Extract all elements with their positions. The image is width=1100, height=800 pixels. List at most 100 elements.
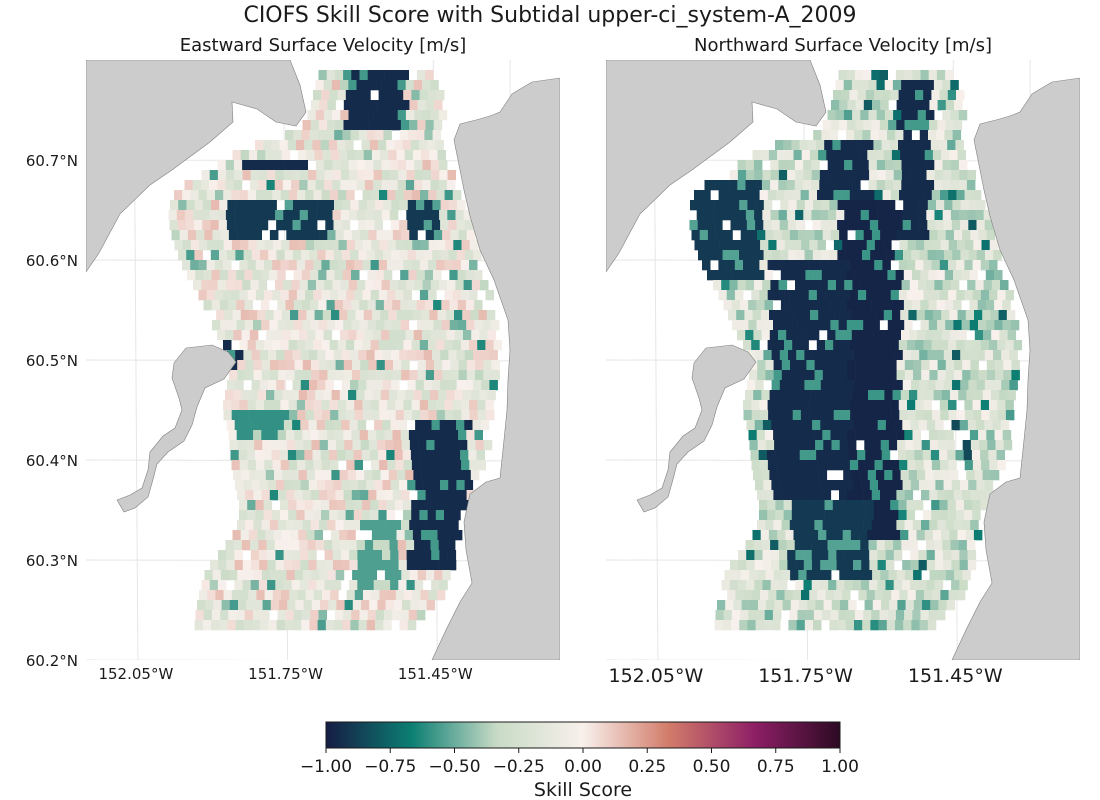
heatmap-cell bbox=[296, 340, 306, 351]
heatmap-cell bbox=[879, 300, 888, 311]
heatmap-cell bbox=[920, 610, 929, 621]
heatmap-cell bbox=[920, 320, 930, 331]
heatmap-cell bbox=[902, 420, 911, 431]
heatmap-cell bbox=[226, 220, 236, 231]
heatmap-cell bbox=[739, 200, 748, 211]
heatmap-cell bbox=[244, 320, 254, 331]
heatmap-cell bbox=[275, 420, 285, 431]
heatmap-cell bbox=[469, 260, 478, 271]
heatmap-cell bbox=[718, 290, 727, 301]
heatmap-cell bbox=[251, 560, 260, 571]
heatmap-cell bbox=[941, 470, 951, 481]
heatmap-cell bbox=[740, 230, 750, 241]
heatmap-cell bbox=[444, 510, 453, 521]
heatmap-cell bbox=[972, 340, 982, 351]
heatmap-cell bbox=[407, 220, 416, 231]
heatmap-cell bbox=[239, 510, 248, 521]
heatmap-cell bbox=[316, 170, 325, 181]
heatmap-cell bbox=[813, 200, 822, 211]
heatmap-cell bbox=[238, 600, 247, 611]
heatmap-cell bbox=[381, 110, 390, 121]
heatmap-cell bbox=[918, 580, 927, 591]
heatmap-cell bbox=[995, 440, 1004, 451]
heatmap-cell bbox=[392, 610, 401, 621]
heatmap-cell bbox=[905, 440, 914, 451]
heatmap-cell bbox=[223, 290, 232, 301]
heatmap-cell bbox=[898, 260, 908, 271]
heatmap-cell bbox=[833, 590, 843, 601]
heatmap-cell bbox=[972, 510, 981, 521]
heatmap-cell bbox=[799, 450, 809, 461]
heatmap-cell bbox=[369, 450, 379, 461]
heatmap-cell bbox=[305, 260, 314, 271]
heatmap-cell bbox=[390, 550, 399, 561]
heatmap-cell bbox=[978, 230, 987, 241]
heatmap-cell bbox=[775, 290, 785, 301]
heatmap-cell bbox=[477, 340, 486, 351]
heatmap-cell bbox=[258, 180, 267, 191]
heatmap-cell bbox=[323, 390, 332, 401]
heatmap-cell bbox=[950, 160, 960, 171]
heatmap-cell bbox=[842, 590, 851, 601]
heatmap-cell bbox=[294, 490, 303, 501]
heatmap-cell bbox=[383, 200, 392, 211]
heatmap-cell bbox=[915, 460, 924, 471]
heatmap-cell bbox=[874, 410, 884, 421]
heatmap-cell bbox=[449, 300, 458, 311]
heatmap-cell bbox=[225, 210, 235, 221]
heatmap-cell bbox=[871, 320, 880, 331]
heatmap-cell bbox=[943, 350, 953, 361]
heatmap-cell bbox=[964, 400, 973, 411]
heatmap-cell bbox=[310, 300, 319, 311]
heatmap-cell bbox=[240, 590, 249, 601]
heatmap-cell bbox=[268, 200, 277, 211]
heatmap-cell bbox=[491, 360, 500, 371]
heatmap-cell bbox=[954, 370, 963, 381]
heatmap-cell bbox=[869, 480, 879, 491]
heatmap-cell bbox=[803, 160, 812, 171]
heatmap-cell bbox=[340, 280, 350, 291]
heatmap-cell bbox=[370, 400, 380, 411]
heatmap-cell bbox=[341, 350, 351, 361]
heatmap-cell bbox=[211, 620, 220, 631]
heatmap-cell bbox=[182, 260, 191, 271]
heatmap-cell bbox=[810, 330, 820, 341]
heatmap-cell bbox=[1001, 380, 1010, 391]
heatmap-cell bbox=[239, 290, 248, 301]
heatmap-cell bbox=[838, 300, 847, 311]
heatmap-cell bbox=[376, 100, 386, 111]
heatmap-cell bbox=[239, 500, 248, 511]
heatmap-cell bbox=[389, 180, 398, 191]
heatmap-cell bbox=[384, 120, 393, 131]
heatmap-cell bbox=[940, 190, 949, 201]
heatmap-cell bbox=[315, 540, 325, 551]
heatmap-cell bbox=[335, 120, 344, 131]
heatmap-cell bbox=[341, 380, 351, 391]
heatmap-cell bbox=[760, 590, 769, 601]
heatmap-cell bbox=[904, 430, 913, 441]
heatmap-cell bbox=[429, 310, 438, 321]
heatmap-cell bbox=[869, 420, 878, 431]
heatmap-cell bbox=[395, 90, 404, 101]
heatmap-cell bbox=[811, 160, 820, 171]
heatmap-cell bbox=[878, 200, 888, 211]
heatmap-cell bbox=[375, 300, 385, 311]
heatmap-cell bbox=[763, 220, 772, 231]
heatmap-cell bbox=[756, 430, 766, 441]
colorbar-label: Skill Score bbox=[534, 779, 632, 800]
heatmap-cell bbox=[831, 440, 840, 451]
heatmap-cell bbox=[294, 370, 304, 381]
heatmap-cell bbox=[381, 210, 391, 221]
heatmap-cell bbox=[379, 590, 388, 601]
heatmap-cell bbox=[372, 310, 381, 321]
heatmap-cell bbox=[300, 350, 310, 361]
heatmap-cell bbox=[379, 410, 388, 421]
heatmap-cell bbox=[863, 520, 873, 531]
heatmap-cell bbox=[817, 460, 826, 471]
heatmap-cell bbox=[380, 150, 389, 161]
heatmap-cell bbox=[460, 400, 470, 411]
heatmap-cell bbox=[277, 610, 286, 621]
heatmap-cell bbox=[397, 540, 407, 551]
heatmap-cell bbox=[383, 270, 393, 281]
heatmap-cell bbox=[825, 590, 835, 601]
